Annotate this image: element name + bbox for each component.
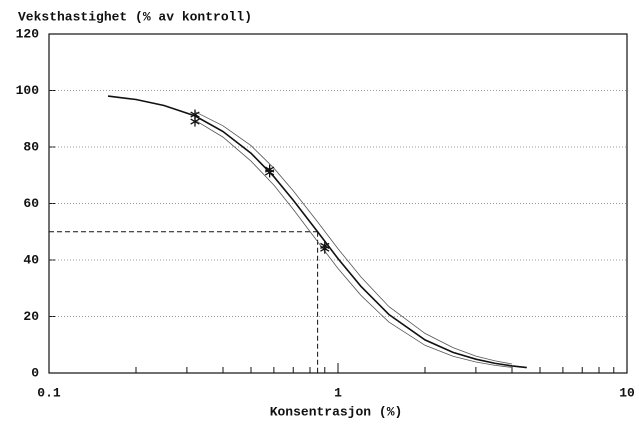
y-tick-label: 100 [16, 83, 40, 98]
fit-curve [107, 95, 527, 369]
y-tick-label: 120 [16, 26, 40, 41]
asterisk-stroke [264, 166, 275, 173]
y-tick-label: 0 [31, 365, 39, 380]
asterisk-stroke [320, 245, 330, 252]
data-point [320, 243, 330, 254]
confidence-curve [194, 119, 513, 368]
y-tick-label: 80 [23, 139, 39, 154]
x-axis-label: Konsentrasjon (%) [270, 404, 403, 419]
confidence-curve [194, 111, 513, 365]
data-point [264, 164, 275, 175]
x-tick-label: 1 [334, 385, 342, 400]
y-tick-label: 40 [23, 252, 39, 267]
x-tick-label: 0.1 [37, 385, 61, 400]
y-tick-label: 60 [23, 196, 39, 211]
plot-frame [48, 33, 628, 374]
y-tick-label: 20 [23, 309, 39, 324]
x-tick-label: 10 [619, 385, 635, 400]
asterisk-stroke [190, 111, 200, 118]
asterisk-stroke [190, 118, 200, 125]
data-point [190, 116, 200, 127]
chart-title: Veksthastighet (% av kontroll) [18, 9, 252, 24]
